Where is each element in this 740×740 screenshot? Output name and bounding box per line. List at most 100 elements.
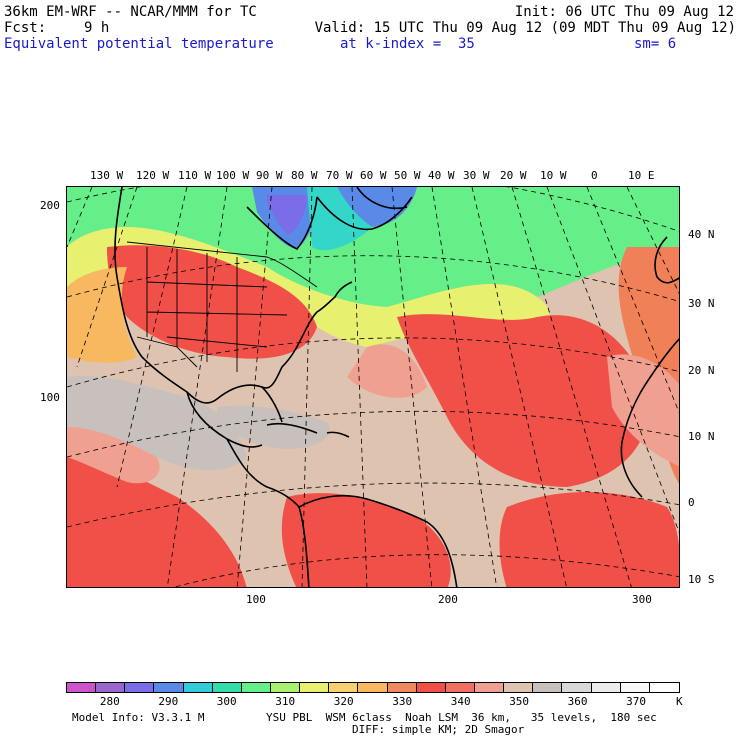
grid-label-bottom-100: 100 xyxy=(246,593,266,606)
latitude-label: 10 S xyxy=(688,573,715,586)
parallel-10n xyxy=(67,410,679,458)
longitude-label: 130 W xyxy=(90,169,124,182)
longitude-label: 70 W xyxy=(326,169,353,182)
hudson-bay-core xyxy=(267,195,307,235)
color-scale-cell xyxy=(329,683,359,692)
longitude-label: 20 W xyxy=(500,169,527,182)
labrador-coast xyxy=(316,196,413,231)
south-america-warm xyxy=(281,493,451,587)
physics-info: YSU PBL WSM 6class Noah LSM 36 km, 35 le… xyxy=(266,711,657,724)
forecast-hour: 9 h xyxy=(84,20,110,36)
color-scale-cell xyxy=(562,683,592,692)
coastlines xyxy=(114,187,679,587)
latitude-label: 0 xyxy=(688,496,695,509)
color-scale-cell xyxy=(67,683,97,692)
color-scale-label: 350 xyxy=(509,695,530,708)
meridian-120w xyxy=(67,187,93,248)
africa-coast xyxy=(620,338,679,498)
color-scale-cell xyxy=(183,683,213,692)
color-scale-label: 360 xyxy=(567,695,588,708)
longitude-label: 60 W xyxy=(360,169,387,182)
color-scale-label: 310 xyxy=(275,695,296,708)
field-name: Equivalent potential temperature xyxy=(4,36,274,52)
color-scale-label: 290 xyxy=(158,695,179,708)
political-borders xyxy=(126,241,318,372)
color-scale-label: 340 xyxy=(450,695,471,708)
parallel-10s xyxy=(173,554,679,587)
meridian-20w xyxy=(511,187,632,587)
parallel-20n xyxy=(67,337,679,388)
us-warm-region xyxy=(107,245,317,359)
grid-label-bottom-200: 200 xyxy=(438,593,458,606)
longitude-label: 50 W xyxy=(394,169,421,182)
color-scale-cell xyxy=(96,683,126,692)
theta-e-map xyxy=(66,186,680,588)
parallel-equator xyxy=(67,482,679,528)
forecast-label: Fcst: xyxy=(4,20,47,36)
canada-us-border xyxy=(126,241,318,288)
longitude-label: 100 W xyxy=(216,169,250,182)
gulf-coast xyxy=(186,391,263,448)
color-scale-cell xyxy=(649,683,679,692)
state-lines xyxy=(146,247,288,372)
grid-label-left-100: 100 xyxy=(40,391,60,404)
model-title: 36km EM-WRF -- NCAR/MMM for TC xyxy=(4,4,257,20)
latitude-label: 10 N xyxy=(688,430,715,443)
longitude-label: 10 W xyxy=(540,169,567,182)
meridian-60w xyxy=(351,187,368,587)
pacific-salmon xyxy=(67,427,160,484)
parallel-30n xyxy=(67,255,679,302)
color-scale-unit: K xyxy=(676,695,683,708)
model-info: Model Info: V3.3.1 M xyxy=(72,711,205,724)
hudson-bay-coast xyxy=(246,196,318,250)
africa-warm xyxy=(607,354,679,467)
color-scale-label: 320 xyxy=(333,695,354,708)
longitude-label: 90 W xyxy=(256,169,283,182)
gulf-gray xyxy=(67,376,247,471)
init-time: Init: 06 UTC Thu 09 Aug 12 xyxy=(514,4,734,20)
color-scale-cell xyxy=(591,683,621,692)
atlantic-hot-tongue xyxy=(397,314,649,487)
florida xyxy=(261,386,283,423)
meridian-110w xyxy=(76,187,138,368)
color-scale-cell xyxy=(533,683,563,692)
color-scale-cell xyxy=(270,683,301,692)
meridian-10e xyxy=(626,187,679,294)
hispaniola xyxy=(326,431,350,438)
longitude-label: 30 W xyxy=(463,169,490,182)
graticule xyxy=(67,187,679,587)
atlantic-salmon xyxy=(347,344,427,398)
color-scale-label: 300 xyxy=(216,695,237,708)
central-america xyxy=(226,438,300,508)
color-scale-cell xyxy=(125,683,155,692)
smoothing-info: sm= 6 xyxy=(634,36,677,52)
latitude-label: 30 N xyxy=(688,297,715,310)
south-america-coast xyxy=(298,494,458,587)
west-south-america-coast xyxy=(298,506,310,587)
pacific-warm xyxy=(67,447,247,587)
grid-label-left-200: 200 xyxy=(40,199,60,212)
iberia-coast xyxy=(654,236,679,284)
color-scale-bar xyxy=(66,682,680,693)
meridian-30w xyxy=(471,187,567,587)
color-scale-cell xyxy=(212,683,242,692)
cuba xyxy=(266,422,318,434)
diffusion-info: DIFF: simple KM; 2D Smagor xyxy=(352,723,525,736)
meridian-90w xyxy=(166,187,228,587)
northern-green-band xyxy=(67,187,679,307)
color-scale-cell xyxy=(358,683,388,692)
meridian-70w xyxy=(301,187,313,587)
color-scale-cell xyxy=(620,683,650,692)
longitude-label: 10 E xyxy=(628,169,655,182)
longitude-label: 110 W xyxy=(178,169,212,182)
greenland-coast xyxy=(356,187,408,209)
color-scale-cell xyxy=(241,683,271,692)
color-scale-cell xyxy=(154,683,184,692)
color-scale-label: 370 xyxy=(626,695,647,708)
latitude-label: 40 N xyxy=(688,228,715,241)
meridian-40w xyxy=(431,187,498,587)
valid-time: Valid: 15 UTC Thu 09 Aug 12 (09 MDT Thu … xyxy=(314,20,736,36)
labrador-cold xyxy=(337,187,417,227)
color-scale-cell xyxy=(416,683,446,692)
longitude-label: 80 W xyxy=(291,169,318,182)
